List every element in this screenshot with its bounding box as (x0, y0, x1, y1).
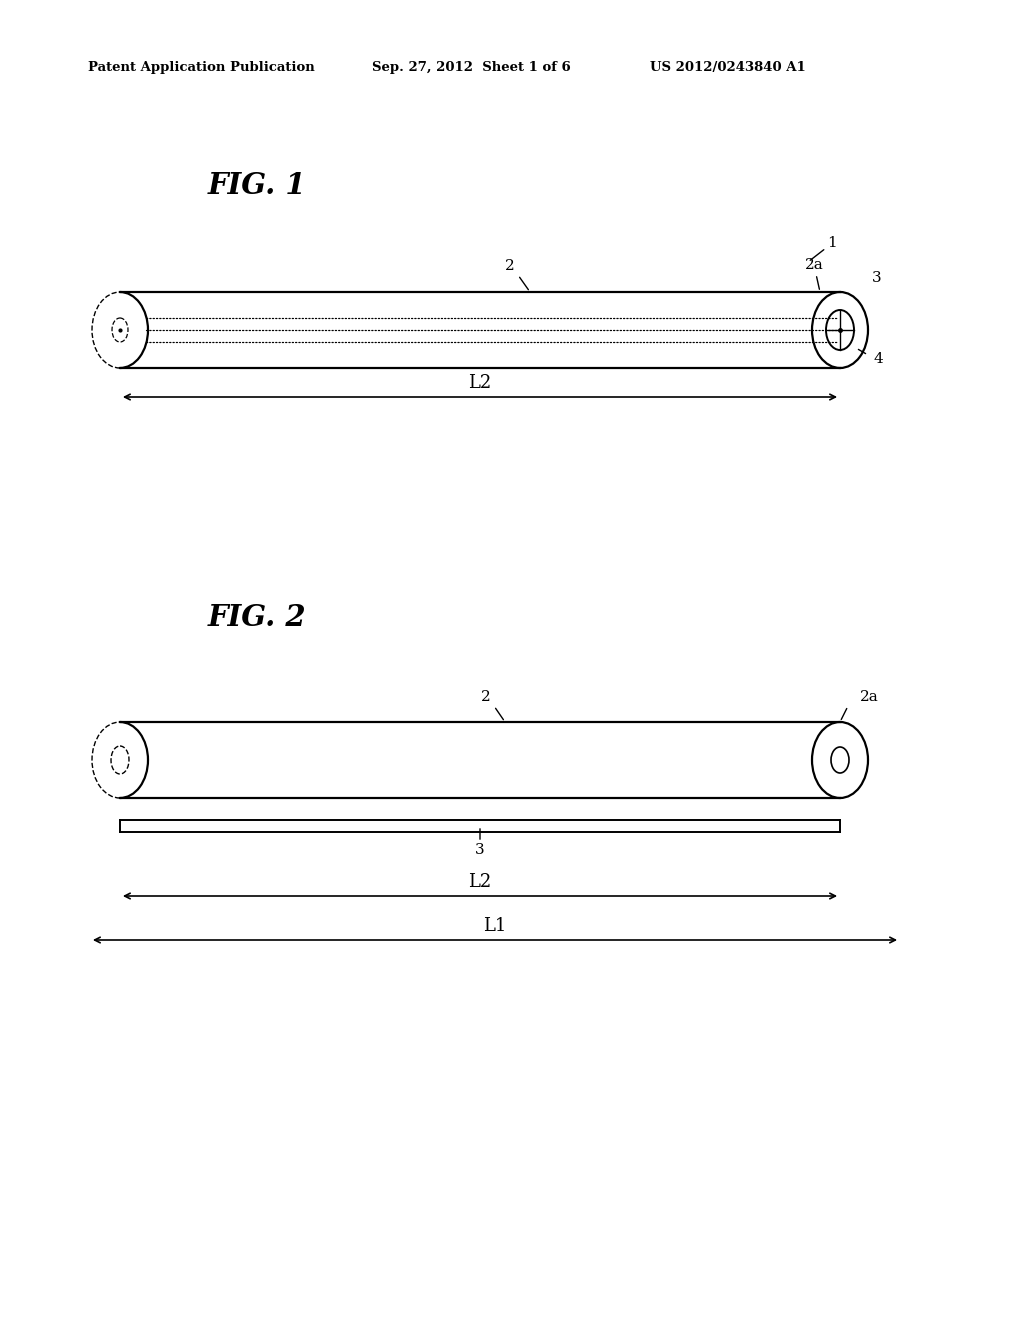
Text: Patent Application Publication: Patent Application Publication (88, 62, 314, 74)
Text: L1: L1 (483, 917, 507, 935)
Text: Sep. 27, 2012  Sheet 1 of 6: Sep. 27, 2012 Sheet 1 of 6 (372, 62, 570, 74)
Text: 4: 4 (874, 352, 884, 366)
Text: 2: 2 (505, 259, 515, 273)
Text: 2a: 2a (860, 690, 879, 704)
Text: 1: 1 (827, 236, 837, 249)
Text: 2: 2 (481, 690, 490, 704)
Text: 2a: 2a (805, 257, 823, 272)
Text: FIG. 1: FIG. 1 (208, 170, 306, 199)
Text: 3: 3 (475, 843, 484, 857)
Text: US 2012/0243840 A1: US 2012/0243840 A1 (650, 62, 806, 74)
Text: L2: L2 (468, 873, 492, 891)
Text: FIG. 2: FIG. 2 (208, 603, 306, 632)
Text: L2: L2 (468, 374, 492, 392)
Text: 3: 3 (872, 271, 882, 285)
